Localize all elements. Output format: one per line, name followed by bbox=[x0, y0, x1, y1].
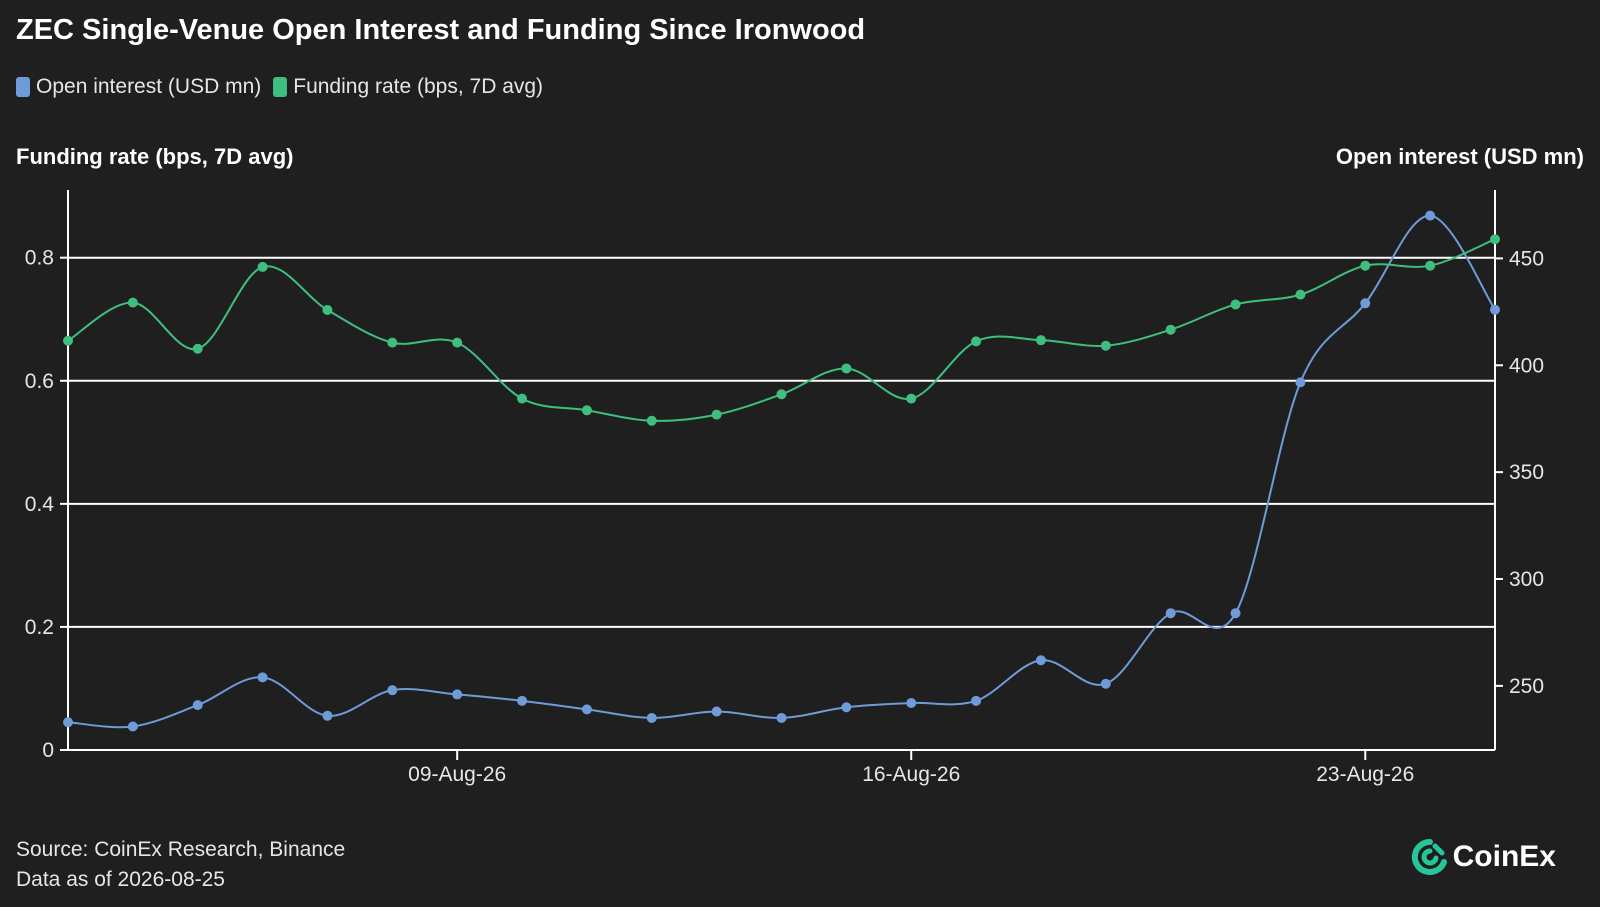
legend-item-open-interest[interactable]: Open interest (USD mn) bbox=[16, 75, 261, 99]
right-tick-label: 250 bbox=[1509, 675, 1544, 698]
funding-rate-point bbox=[1165, 324, 1176, 335]
funding-rate-point bbox=[127, 297, 138, 308]
funding-rate-point bbox=[841, 363, 852, 374]
open-interest-point bbox=[452, 689, 463, 700]
footer: Source: CoinEx Research, Binance Data as… bbox=[16, 835, 345, 895]
funding-rate-point bbox=[906, 393, 917, 404]
funding-rate-point bbox=[452, 337, 463, 348]
right-axis-title: Open interest (USD mn) bbox=[1335, 144, 1584, 169]
funding-rate-point bbox=[971, 336, 982, 347]
open-interest-point bbox=[127, 721, 138, 732]
funding-rate-point bbox=[257, 261, 268, 272]
series bbox=[63, 210, 1500, 732]
legend-label-funding-rate: Funding rate (bps, 7D avg) bbox=[293, 75, 544, 98]
open-interest-point bbox=[257, 672, 268, 683]
open-interest-point bbox=[1490, 304, 1500, 315]
chart-title: ZEC Single-Venue Open Interest and Fundi… bbox=[16, 14, 866, 46]
chart-plot: 0 0.2 0.4 0.6 0.8 250 300 350 400 450 09-Aug-26 16-… bbox=[25, 190, 1544, 786]
funding-rate-point bbox=[1425, 260, 1436, 271]
right-tick-label: 350 bbox=[1509, 461, 1544, 484]
funding-rate-point bbox=[322, 305, 333, 315]
legend-item-funding-rate[interactable]: Funding rate (bps, 7D avg) bbox=[273, 75, 543, 99]
open-interest-point bbox=[1165, 608, 1176, 619]
right-tick-label: 400 bbox=[1509, 354, 1544, 377]
open-interest-point bbox=[776, 712, 787, 723]
source-note: Source: CoinEx Research, Binance bbox=[16, 838, 346, 861]
left-tick-label: 0 bbox=[42, 739, 54, 762]
x-tick-label: 23-Aug-26 bbox=[1316, 763, 1414, 786]
open-interest-point bbox=[192, 700, 203, 711]
data-date-note: Data as of 2026-08-25 bbox=[16, 868, 225, 891]
brand-logo: CoinEx bbox=[1411, 838, 1556, 876]
open-interest-point bbox=[581, 704, 592, 715]
open-interest-point bbox=[1425, 210, 1436, 221]
open-interest-point bbox=[646, 712, 657, 723]
left-tick-label: 0.6 bbox=[25, 370, 54, 393]
open-interest-point bbox=[1100, 678, 1111, 689]
legend: Open interest (USD mn) Funding rate (bps… bbox=[16, 75, 555, 99]
left-tick-label: 0.2 bbox=[25, 616, 54, 639]
funding-rate-point bbox=[1035, 335, 1046, 346]
axes: 0 0.2 0.4 0.6 0.8 250 300 350 400 450 09-Aug-26 16-… bbox=[25, 190, 1544, 786]
funding-rate-point bbox=[192, 343, 203, 354]
funding-rate-point bbox=[387, 337, 398, 348]
funding-rate-point bbox=[1490, 234, 1500, 245]
open-interest-point bbox=[387, 685, 398, 696]
funding-rate-point bbox=[1360, 260, 1371, 271]
funding-rate-point bbox=[63, 335, 73, 346]
legend-label-open-interest: Open interest (USD mn) bbox=[36, 75, 262, 98]
open-interest-point bbox=[1295, 377, 1306, 388]
left-tick-label: 0.4 bbox=[25, 493, 55, 516]
left-tick-label: 0.8 bbox=[25, 247, 54, 270]
coinex-logo-icon bbox=[1411, 838, 1447, 875]
right-tick-label: 300 bbox=[1509, 568, 1544, 591]
gridlines bbox=[68, 256, 1495, 628]
legend-swatch-open-interest bbox=[16, 77, 30, 97]
open-interest-point bbox=[1230, 608, 1241, 619]
legend-swatch-funding-rate bbox=[273, 77, 288, 97]
open-interest-point bbox=[517, 695, 528, 706]
open-interest-point bbox=[841, 702, 852, 713]
open-interest-point bbox=[906, 697, 917, 708]
funding-rate-point bbox=[1295, 289, 1306, 300]
funding-rate-point bbox=[711, 409, 722, 420]
x-tick-label: 09-Aug-26 bbox=[408, 763, 506, 786]
brand-name: CoinEx bbox=[1452, 840, 1556, 873]
open-interest-point bbox=[63, 717, 73, 728]
open-interest-line bbox=[67, 214, 1496, 729]
right-tick-label: 450 bbox=[1509, 247, 1544, 270]
funding-rate-point bbox=[646, 415, 657, 426]
open-interest-point bbox=[1035, 655, 1046, 666]
funding-rate-point bbox=[776, 389, 787, 400]
funding-rate-point bbox=[517, 393, 528, 404]
funding-rate-point bbox=[1230, 299, 1241, 310]
left-axis-title: Funding rate (bps, 7D avg) bbox=[16, 144, 294, 169]
funding-rate-point bbox=[1100, 340, 1111, 351]
open-interest-point bbox=[711, 706, 722, 717]
funding-rate-point bbox=[581, 405, 592, 416]
x-tick-label: 16-Aug-26 bbox=[862, 763, 960, 786]
open-interest-point bbox=[971, 695, 982, 706]
open-interest-point bbox=[1360, 298, 1371, 309]
open-interest-point bbox=[322, 710, 333, 721]
